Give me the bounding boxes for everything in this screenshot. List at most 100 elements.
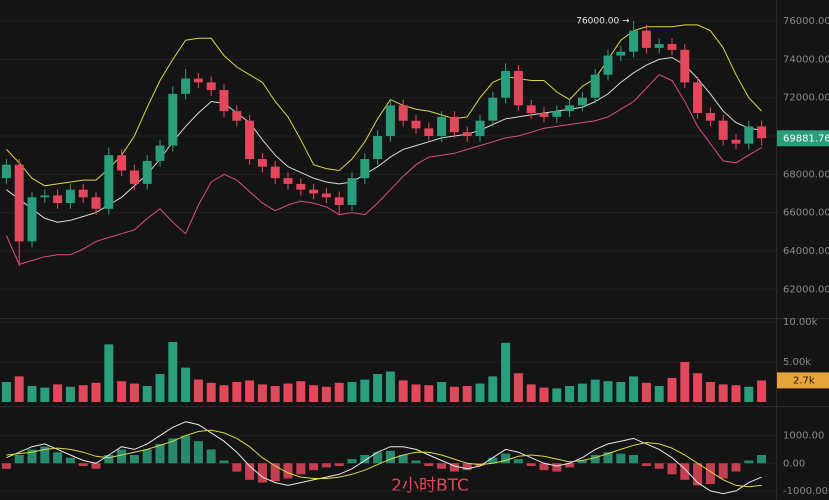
candle-body xyxy=(270,166,280,179)
candle-body xyxy=(40,195,50,198)
volume-bar xyxy=(40,387,50,402)
macd-bar xyxy=(117,449,127,464)
candle-body xyxy=(91,197,101,209)
candle-body xyxy=(565,105,575,112)
volume-bar xyxy=(577,383,587,402)
volume-bar xyxy=(590,379,600,402)
macd-bar xyxy=(693,463,703,486)
candle-body xyxy=(411,120,421,129)
macd-bar xyxy=(142,449,152,464)
volume-bar xyxy=(91,382,101,402)
macd-bar xyxy=(385,450,395,464)
candle-body xyxy=(53,195,63,204)
macd-bar xyxy=(398,454,408,464)
candle-body xyxy=(142,160,152,184)
volume-bar xyxy=(526,384,536,402)
volume-bar xyxy=(565,386,575,402)
macd-bar xyxy=(245,463,255,480)
volume-bar xyxy=(53,384,63,402)
macd-bar xyxy=(424,463,434,467)
volume-bar xyxy=(14,376,24,402)
candle-body xyxy=(488,97,498,121)
macd-bar xyxy=(181,435,191,464)
candle-body xyxy=(693,82,703,114)
candle-body xyxy=(347,178,357,205)
candle-body xyxy=(193,78,203,83)
volume-bar xyxy=(641,382,651,402)
volume-bar xyxy=(373,374,383,402)
volume-bar xyxy=(475,383,485,402)
candle-body xyxy=(385,105,395,137)
candle-body xyxy=(27,197,37,242)
volume-bar xyxy=(424,385,434,402)
volume-bar xyxy=(718,384,728,402)
macd-bar xyxy=(462,463,472,471)
volume-bar xyxy=(181,367,191,402)
candle-body xyxy=(309,189,319,194)
candle-body xyxy=(219,90,229,112)
volume-bar xyxy=(513,373,523,402)
macd-bar xyxy=(718,463,728,479)
volume-bar xyxy=(232,382,242,402)
candle-body xyxy=(680,49,690,83)
macd-bar xyxy=(219,460,229,464)
volume-bar xyxy=(693,373,703,402)
macd-bar xyxy=(654,463,664,469)
y-tick-label: 0.00 xyxy=(783,458,805,469)
macd-bar xyxy=(360,454,370,464)
macd-bar xyxy=(347,459,357,464)
volume-bar xyxy=(629,376,639,402)
candle-body xyxy=(667,44,677,50)
candle-body xyxy=(117,155,127,171)
volume-bar xyxy=(168,342,178,402)
macd-bar xyxy=(513,459,523,464)
y-tick-label: 64000.00 xyxy=(783,246,829,257)
candle-body xyxy=(181,78,191,94)
volume-bar xyxy=(488,376,498,402)
candle-body xyxy=(398,105,408,121)
volume-bar xyxy=(65,386,75,402)
candle-body xyxy=(462,132,472,137)
macd-bar xyxy=(373,452,383,464)
volume-bar xyxy=(616,382,626,402)
volume-bar xyxy=(1,382,11,402)
bollinger-band xyxy=(6,24,762,187)
candle-body xyxy=(449,116,459,133)
volume-tag: 2.7k xyxy=(793,375,815,386)
volume-bar xyxy=(117,381,127,402)
candle-body xyxy=(283,178,293,184)
volume-bar xyxy=(360,379,370,402)
macd-bar xyxy=(232,463,242,472)
macd-bar xyxy=(539,463,549,471)
candle-body xyxy=(475,120,485,137)
volume-bar xyxy=(411,384,421,402)
macd-bar xyxy=(27,449,37,464)
volume-bar xyxy=(654,386,664,402)
volume-bar xyxy=(321,386,331,402)
y-tick-label: 74000.00 xyxy=(783,54,829,65)
volume-bar xyxy=(206,382,216,402)
volume-bar xyxy=(757,380,767,402)
y-tick-label: 68000.00 xyxy=(783,169,829,180)
candle-body xyxy=(104,155,114,209)
candle-body xyxy=(206,82,216,91)
macd-bar xyxy=(40,446,50,464)
macd-bar xyxy=(193,441,203,464)
macd-bar xyxy=(129,454,139,464)
macd-line xyxy=(6,421,762,495)
volume-bar xyxy=(385,371,395,402)
volume-bar xyxy=(539,387,549,402)
macd-bar xyxy=(14,454,24,464)
macd-bar xyxy=(437,463,447,469)
bollinger-band xyxy=(6,56,762,223)
volume-bar xyxy=(667,378,677,402)
candle-body xyxy=(257,159,267,167)
candle-body xyxy=(360,159,370,179)
macd-bar xyxy=(155,443,165,464)
volume-bar xyxy=(155,374,165,402)
volume-bar xyxy=(449,386,459,402)
macd-bar xyxy=(53,452,63,464)
macd-bar xyxy=(321,463,331,468)
candle-body xyxy=(321,193,331,198)
macd-bar xyxy=(565,463,575,468)
